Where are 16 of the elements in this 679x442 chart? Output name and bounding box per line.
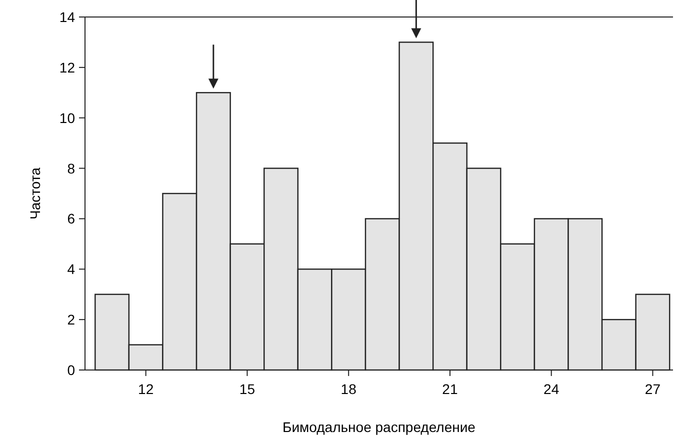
x-tick-label: 12 <box>138 381 154 397</box>
y-tick-label: 4 <box>67 261 76 278</box>
x-tick-label: 27 <box>644 381 661 397</box>
y-axis-title: Частота <box>27 167 43 220</box>
y-tick-label: 0 <box>67 362 76 378</box>
y-tick-label: 8 <box>67 160 76 176</box>
x-tick-label: 15 <box>239 381 256 397</box>
x-tick-label: 21 <box>442 381 458 397</box>
y-tick-label: 6 <box>67 210 76 227</box>
y-tick-label: 14 <box>59 9 76 25</box>
y-tick-label: 10 <box>59 110 76 126</box>
x-tick-label: 18 <box>340 381 357 397</box>
x-axis-title: Бимодальное распределение <box>282 419 476 435</box>
x-tick-label: 24 <box>544 381 560 397</box>
y-tick-label: 12 <box>59 59 76 76</box>
y-tick-label: 2 <box>67 312 76 328</box>
